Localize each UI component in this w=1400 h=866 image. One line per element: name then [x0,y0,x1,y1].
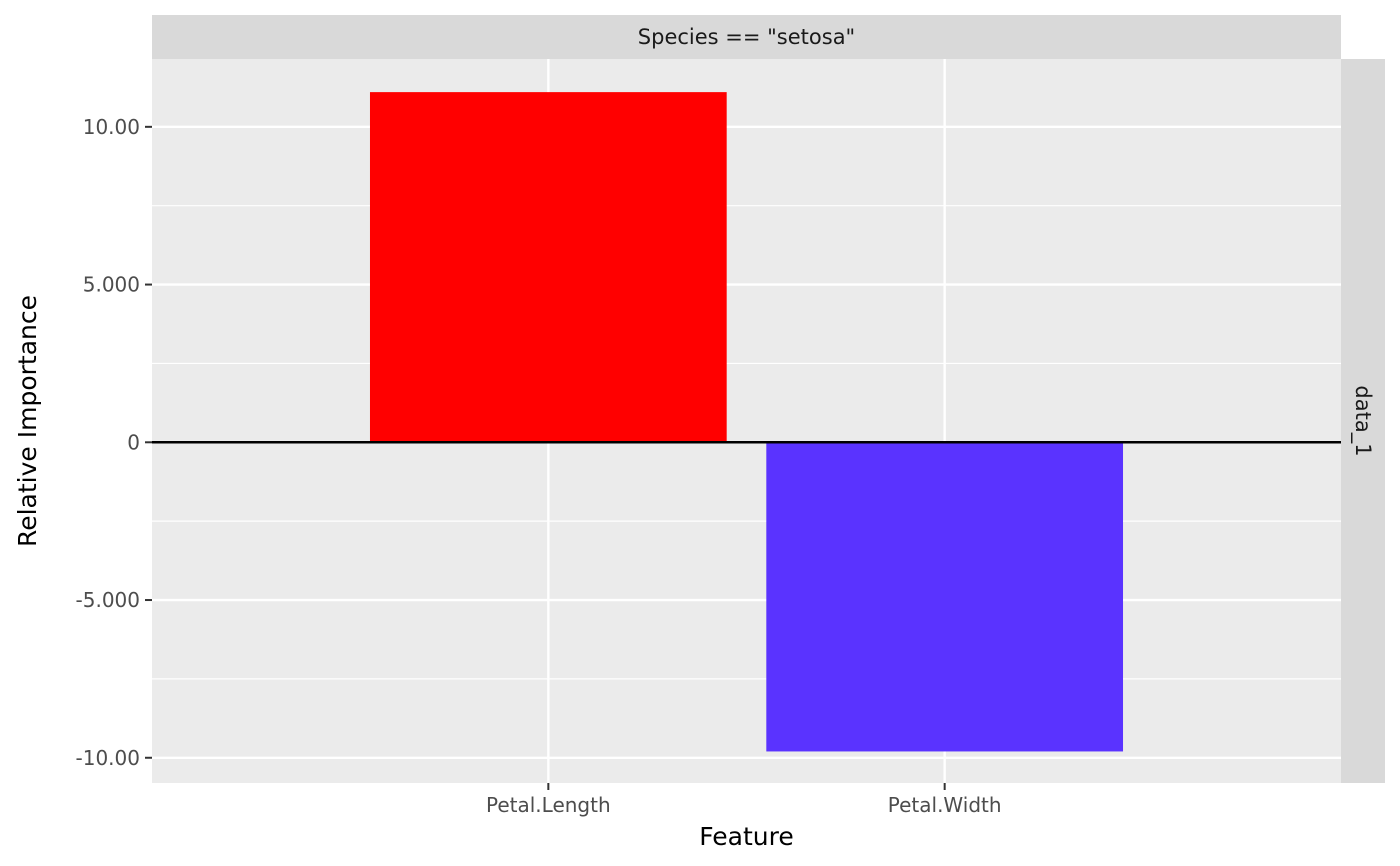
y-tick-label: 5.000 [83,273,140,297]
y-tick-label: 0 [127,430,140,454]
x-axis: Petal.Length Petal.Width [486,783,1002,817]
minor-gridlines [152,205,1341,680]
facet-strip-top [152,15,1341,59]
facet-label-top: Species == "setosa" [638,25,855,49]
facet-label-right: data_1 [1350,385,1375,456]
bar-petal-length [369,92,727,443]
bar-petal-width [766,442,1124,752]
y-axis: -10.00 -5.000 0 5.000 10.00 [76,115,152,770]
y-axis-title: Relative Importance [13,295,42,547]
facet-strip-right [1341,59,1385,783]
y-tick-label: -10.00 [76,746,140,770]
x-axis-title: Feature [699,822,793,851]
y-tick-label: 10.00 [83,115,140,139]
y-tick-label: -5.000 [76,588,140,612]
plot-panel [152,59,1341,783]
bars [369,92,1124,752]
x-tick-label: Petal.Length [486,793,611,817]
x-tick-label: Petal.Width [888,793,1002,817]
